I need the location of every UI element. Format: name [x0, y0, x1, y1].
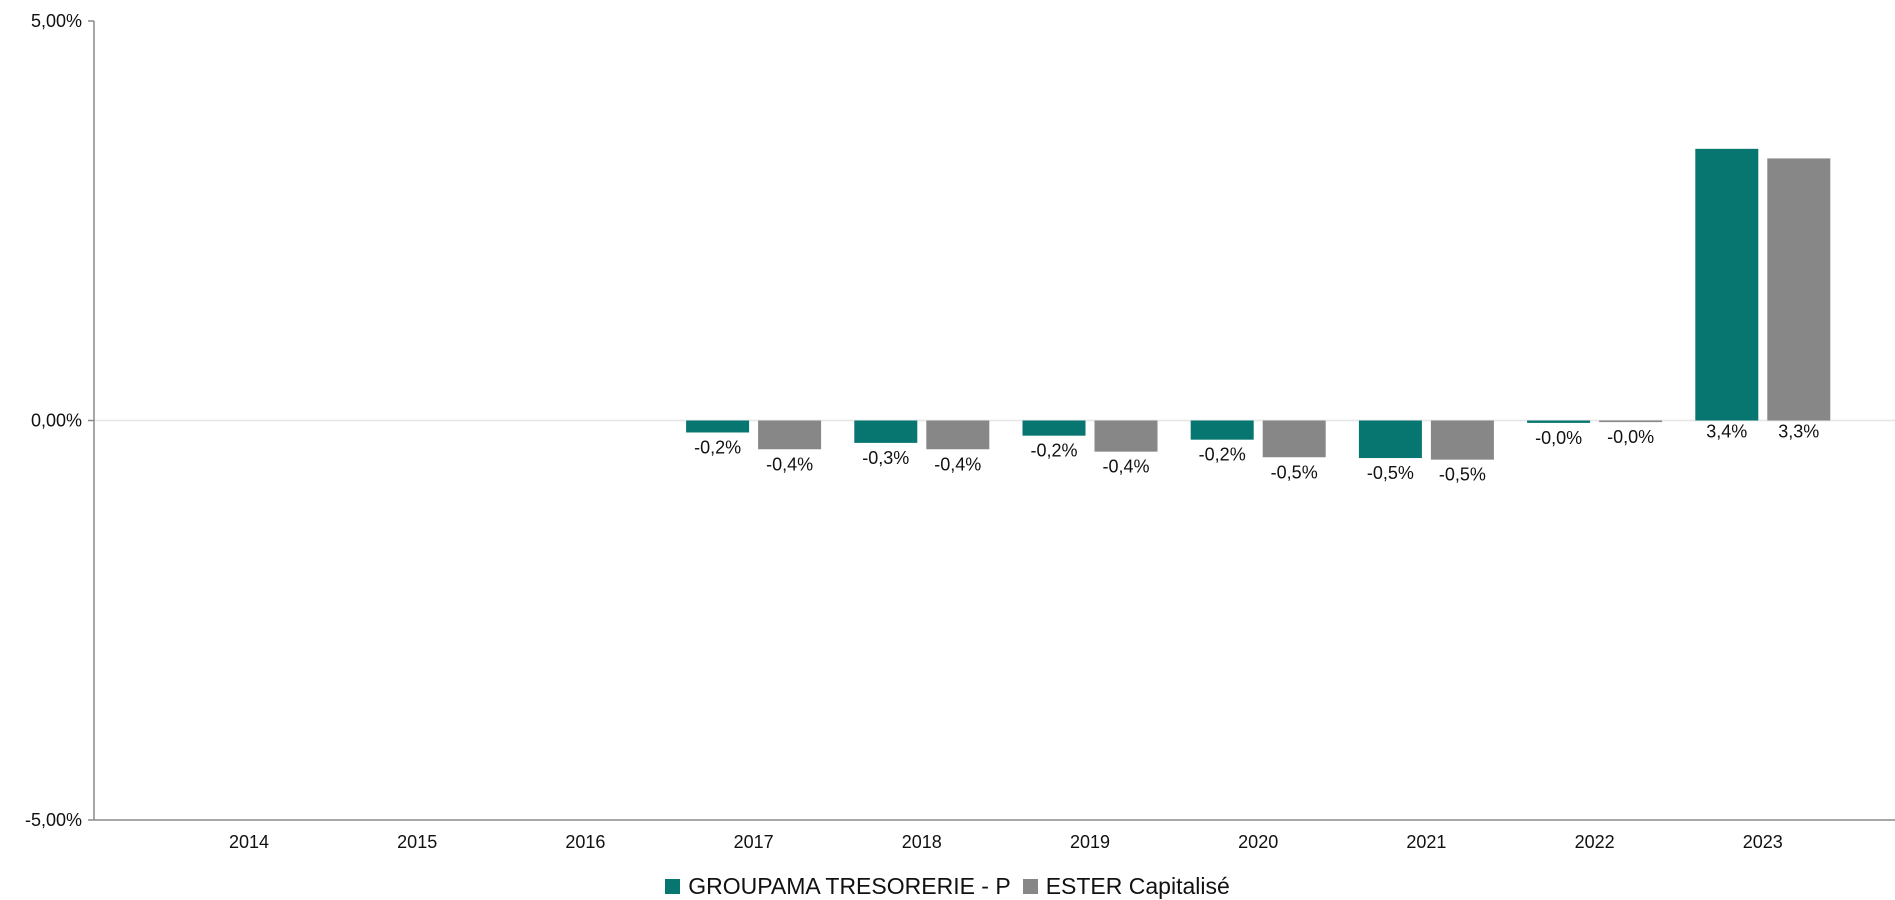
bar — [1190, 420, 1254, 440]
bar — [854, 420, 918, 443]
data-label: -0,5% — [1367, 463, 1414, 483]
legend-label-ester: ESTER Capitalisé — [1045, 873, 1230, 899]
x-tick-label: 2017 — [734, 832, 774, 852]
bar — [926, 420, 990, 450]
x-tick-label: 2019 — [1070, 832, 1110, 852]
legend-label-groupama: GROUPAMA TRESORERIE - P — [688, 873, 1011, 899]
data-label: -0,5% — [1439, 465, 1486, 485]
bar — [1527, 420, 1591, 423]
bar — [1767, 158, 1831, 421]
legend-swatch-groupama — [665, 879, 681, 894]
bar — [1599, 420, 1663, 423]
y-tick-label: 0,00% — [31, 411, 82, 431]
x-tick-label: 2021 — [1406, 832, 1446, 852]
legend: GROUPAMA TRESORERIE - P ESTER Capitalisé — [0, 873, 1895, 900]
bar — [1358, 420, 1422, 459]
bar — [758, 420, 822, 450]
data-label: 3,3% — [1778, 422, 1819, 442]
data-label: -0,0% — [1607, 427, 1654, 447]
legend-swatch-ester — [1022, 879, 1038, 894]
data-label: -0,4% — [766, 454, 813, 474]
data-label: -0,3% — [862, 448, 909, 468]
y-tick-label: -5,00% — [25, 810, 82, 830]
y-tick-label: 5,00% — [31, 11, 82, 31]
x-tick-label: 2023 — [1743, 832, 1783, 852]
data-label: 3,4% — [1706, 422, 1747, 442]
data-label: -0,0% — [1535, 428, 1582, 448]
x-tick-label: 2014 — [229, 832, 269, 852]
bar — [1262, 420, 1326, 458]
data-label: -0,2% — [694, 437, 741, 457]
bar — [1094, 420, 1158, 452]
data-label: -0,4% — [1102, 457, 1149, 477]
x-tick-label: 2016 — [565, 832, 605, 852]
x-tick-label: 2015 — [397, 832, 437, 852]
x-tick-label: 2022 — [1575, 832, 1615, 852]
x-tick-label: 2020 — [1238, 832, 1278, 852]
data-label: -0,2% — [1030, 441, 1077, 461]
bar — [686, 420, 750, 433]
bar — [1430, 420, 1494, 460]
x-tick-label: 2018 — [902, 832, 942, 852]
bar — [1022, 420, 1086, 436]
data-label: -0,4% — [934, 454, 981, 474]
legend-item-groupama: GROUPAMA TRESORERIE - P — [665, 873, 1011, 900]
data-label: -0,5% — [1271, 462, 1318, 482]
data-label: -0,2% — [1199, 445, 1246, 465]
bar — [1695, 148, 1759, 421]
legend-item-ester: ESTER Capitalisé — [1022, 873, 1230, 900]
